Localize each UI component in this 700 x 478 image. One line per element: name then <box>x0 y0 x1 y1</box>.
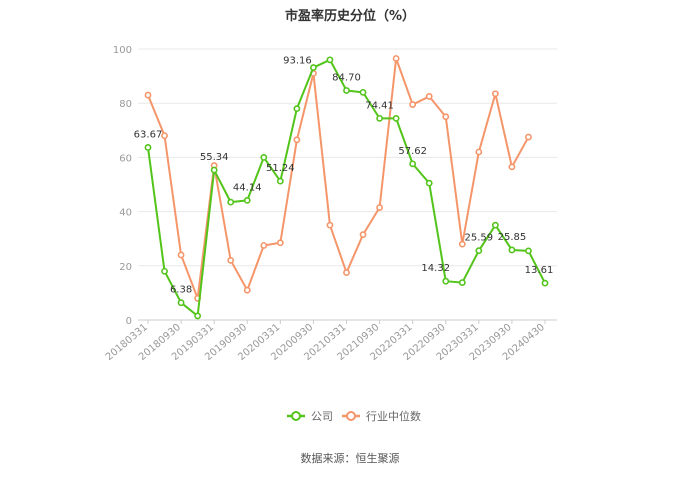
industry-median-line <box>147 57 530 300</box>
company-point <box>475 247 483 255</box>
company-data-label: 63.67 <box>134 129 163 140</box>
company-data-label: 57.62 <box>398 146 427 157</box>
company-point <box>161 267 168 275</box>
company-data-label: 55.34 <box>200 152 229 163</box>
company-point <box>210 166 218 174</box>
company-point <box>343 87 350 94</box>
company-point <box>194 312 202 320</box>
company-data-label: 25.85 <box>498 232 527 243</box>
company-point <box>458 279 466 287</box>
company-point <box>243 196 251 204</box>
axes: 0204060801002018033120180930201903312019… <box>104 45 547 363</box>
legend: 公司 行业中位数 <box>287 409 421 423</box>
industry-median-point <box>525 133 532 141</box>
industry-median-point <box>508 163 516 171</box>
company-point <box>409 160 417 168</box>
industry-median-point <box>458 240 466 248</box>
company-data-label: 74.41 <box>365 100 394 111</box>
industry-median-point <box>276 239 284 247</box>
company-data-label: 51.24 <box>266 163 295 174</box>
company-point <box>392 114 400 122</box>
legend-label-company: 公司 <box>311 410 333 423</box>
series-layer <box>144 55 549 320</box>
company-data-label: 14.32 <box>421 263 450 274</box>
company-point <box>260 153 268 161</box>
industry-median-point <box>161 132 168 140</box>
company-point <box>442 277 450 285</box>
company-data-label: 84.70 <box>332 72 361 83</box>
company-point <box>144 144 152 151</box>
company-data-label: 93.16 <box>283 56 312 67</box>
company-data-label: 13.61 <box>525 265 554 276</box>
company-point <box>293 105 301 113</box>
company-point <box>276 177 284 185</box>
legend-label-industry-median: 行业中位数 <box>366 409 421 423</box>
company-data-label: 44.14 <box>233 182 262 193</box>
legend-item-industry-median[interactable]: 行业中位数 <box>342 409 421 423</box>
company-line <box>147 58 546 317</box>
y-tick-label: 80 <box>119 99 132 110</box>
source-text: 数据来源：恒生聚源 <box>301 451 400 465</box>
legend-marker-company <box>291 411 301 421</box>
y-tick-label: 40 <box>119 208 132 219</box>
company-point <box>491 221 499 229</box>
industry-median-point <box>343 269 350 276</box>
industry-median-point <box>425 93 433 100</box>
company-point <box>227 198 235 206</box>
industry-median-point <box>326 221 334 229</box>
y-tick-label: 20 <box>119 262 132 273</box>
series-company <box>144 56 549 320</box>
company-point <box>177 299 185 307</box>
company-point <box>326 56 334 64</box>
industry-median-point <box>376 204 383 211</box>
company-data-label: 6.38 <box>170 285 192 296</box>
industry-median-point <box>392 55 400 62</box>
company-point <box>359 88 367 96</box>
company-point <box>541 279 549 287</box>
industry-median-point <box>243 286 251 294</box>
industry-median-point <box>442 113 450 121</box>
company-point <box>376 114 383 122</box>
legend-marker-industry-median <box>346 411 356 421</box>
industry-median-point <box>491 90 499 98</box>
company-point <box>425 179 433 187</box>
industry-median-point <box>144 91 152 99</box>
company-point <box>525 247 532 255</box>
legend-item-company[interactable]: 公司 <box>287 410 333 423</box>
industry-median-point <box>409 101 417 108</box>
industry-median-point <box>260 242 268 249</box>
industry-median-point <box>359 231 367 239</box>
company-data-label: 25.59 <box>465 233 494 244</box>
industry-median-point <box>293 136 301 144</box>
industry-median-point <box>475 148 483 156</box>
data-labels: 63.67 6.38 55.34 44.14 51.24 93.16 84.70 74.41 5… <box>134 56 554 296</box>
y-tick-label: 60 <box>119 153 132 164</box>
company-point <box>508 246 516 254</box>
y-tick-label: 0 <box>126 316 132 327</box>
industry-median-point <box>227 256 235 264</box>
industry-median-point <box>177 251 185 259</box>
chart-title: 市盈率历史分位（%） <box>285 8 415 24</box>
y-tick-label: 100 <box>113 45 132 56</box>
company-point <box>310 64 317 71</box>
